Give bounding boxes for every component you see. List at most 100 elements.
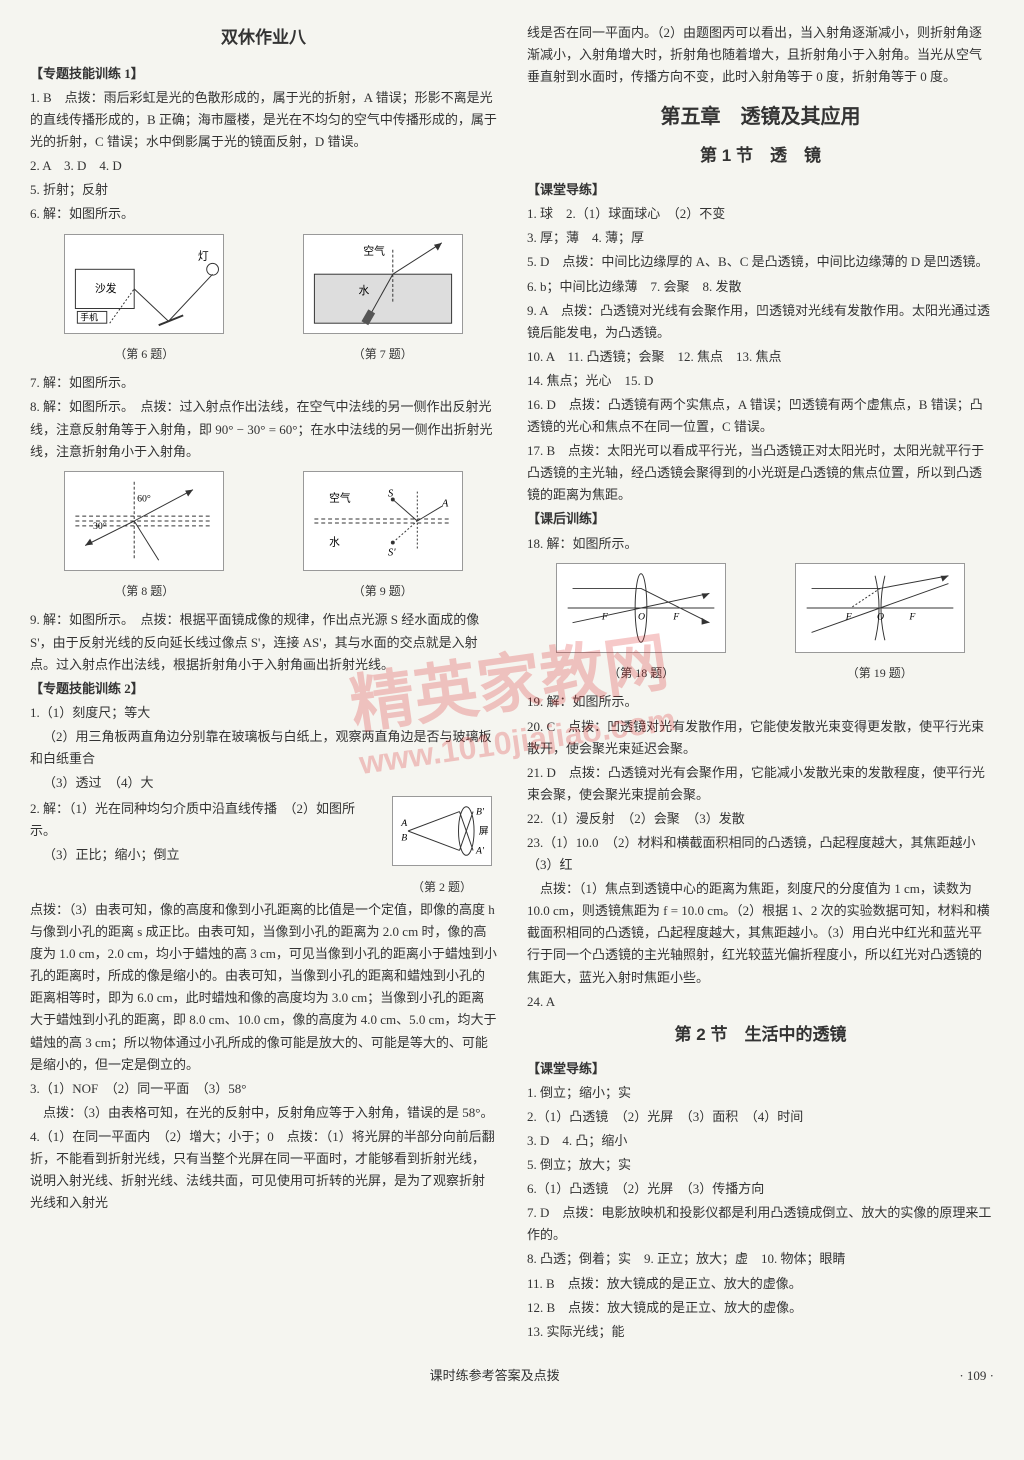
c14-text: 14. 焦点；光心 15. D (527, 370, 994, 392)
fig19-box: F O F （第 19 题） (795, 563, 965, 684)
d2-text: 2.（1）凸透镜 （2）光屏 （3）面积 （4）时间 (527, 1106, 994, 1128)
section2-label: 【专题技能训练 2】 (30, 678, 497, 700)
d8-text: 8. 凸透；倒着；实 9. 正立；放大；虚 10. 物体；眼睛 (527, 1248, 994, 1270)
q5-text: 5. 折射；反射 (30, 179, 497, 201)
c10-text: 10. A 11. 凸透镜；会聚 12. 焦点 13. 焦点 (527, 346, 994, 368)
c20-text: 20. C 点拨：凹透镜对光有发散作用，它能使发散光束变得更发散，使平行光束散开… (527, 716, 994, 760)
svg-text:F: F (908, 611, 916, 622)
fig6-caption: （第 6 题） (64, 344, 224, 364)
post-practice-label: 【课后训练】 (527, 508, 994, 530)
s2q1a-text: 1.（1）刻度尺；等大 (30, 702, 497, 724)
screen-label: 屏 (479, 825, 489, 837)
s2q2c-text: 点拨：（3）由表可知，像的高度和像到小孔距离的比值是一个定值，即像的高度 h 与… (30, 899, 497, 1076)
c3-text: 3. 厚；薄 4. 薄；厚 (527, 227, 994, 249)
fig-row-18-19: F O F （第 18 题） F O (527, 563, 994, 684)
s2q1b-text: （2）用三角板两直角边分别靠在玻璃板与白纸上，观察两直角边是否与玻璃板和白纸重合 (30, 726, 497, 770)
d6-text: 6.（1）凸透镜 （2）光屏 （3）传播方向 (527, 1178, 994, 1200)
c21-text: 21. D 点拨：凸透镜对光有会聚作用，它能减小发散光束的发散程度，使平行光束会… (527, 762, 994, 806)
c23a-text: 23.（1）10.0 （2）材料和横截面积相同的凸透镜，凸起程度越大，其焦距越小… (527, 832, 994, 876)
s2q4-text: 4.（1）在同一平面内 （2）增大；小于；0 点拨：（1）将光屏的半部分向前后翻… (30, 1126, 497, 1214)
c18-text: 18. 解：如图所示。 (527, 533, 994, 555)
fig-row-6-7: 沙发 手机 灯 （第 6 题） 空气 水 (30, 234, 497, 365)
d3-text: 3. D 4. 凸；缩小 (527, 1130, 994, 1152)
svg-text:A': A' (475, 846, 485, 857)
fig-row-8-9: 30° 60° （第 8 题） 空气 水 S S' A (30, 471, 497, 602)
c16-text: 16. D 点拨：凸透镜有两个实焦点，A 错误；凹透镜有两个虚焦点，B 错误；凸… (527, 394, 994, 438)
d5-text: 5. 倒立；放大；实 (527, 1154, 994, 1176)
cont-text: 线是否在同一平面内。（2）由题图丙可以看出，当入射角逐渐减小，则折射角逐渐减小，… (527, 22, 994, 88)
angle60-label: 60° (137, 493, 151, 504)
chapter-title: 第五章 透镜及其应用 (527, 100, 994, 134)
c23b-text: 点拨：（1）焦点到透镜中心的距离为焦距，刻度尺的分度值为 1 cm，读数为 10… (527, 878, 994, 988)
page-container: 双休作业八 【专题技能训练 1】 1. B 点拨：雨后彩虹是光的色散形成的，属于… (30, 20, 994, 1345)
page-footer: 课时练参考答案及点拨 · 109 · (30, 1365, 994, 1387)
s2fig2-box: A B B' A' 屏 （第 2 题） (387, 796, 497, 897)
c5-text: 5. D 点拨：中间比边缘厚的 A、B、C 是凸透镜，中间比边缘薄的 D 是凹透… (527, 251, 994, 273)
svg-text:F: F (601, 611, 609, 622)
svg-text:O: O (877, 611, 884, 622)
sofa-label: 沙发 (95, 281, 117, 294)
c1-text: 1. 球 2.（1）球面球心 （2）不变 (527, 203, 994, 225)
s2q3b-text: 点拨：（3）由表格可知，在光的反射中，反射角应等于入射角，错误的是 58°。 (30, 1102, 497, 1124)
d1-text: 1. 倒立；缩小；实 (527, 1082, 994, 1104)
fig6-box: 沙发 手机 灯 （第 6 题） (64, 234, 224, 365)
sprime-label: S' (388, 546, 396, 558)
fig9-box: 空气 水 S S' A （第 9 题） (303, 471, 463, 602)
fig8-caption: （第 8 题） (64, 581, 224, 601)
q9-text: 9. 解：如图所示。 点拨：根据平面镜成像的规律，作出点光源 S 经水面成的像 … (30, 609, 497, 675)
q8-text: 8. 解：如图所示。 点拨：过入射点作出法线，在空气中法线的另一侧作出反射光线，… (30, 396, 497, 462)
fig19-diagram: F O F (795, 563, 965, 653)
d11-text: 11. B 点拨：放大镜成的是正立、放大的虚像。 (527, 1273, 994, 1295)
c19-text: 19. 解：如图所示。 (527, 691, 994, 713)
q7-text: 7. 解：如图所示。 (30, 372, 497, 394)
fig7-box: 空气 水 （第 7 题） (303, 234, 463, 365)
fig18-caption: （第 18 题） (556, 663, 726, 683)
fig8-diagram: 30° 60° (64, 471, 224, 571)
d13-text: 13. 实际光线；能 (527, 1321, 994, 1343)
section1-label: 【专题技能训练 1】 (30, 63, 497, 85)
lamp-label: 灯 (198, 250, 209, 262)
fig19-caption: （第 19 题） (795, 663, 965, 683)
section2-title: 第 2 节 生活中的透镜 (527, 1021, 994, 1050)
fig6-diagram: 沙发 手机 灯 (64, 234, 224, 334)
svg-text:A: A (400, 818, 407, 829)
fig18-diagram: F O F (556, 563, 726, 653)
page-number: · 109 · (959, 1365, 994, 1387)
s2q3a-text: 3.（1）NOF （2）同一平面 （3）58° (30, 1078, 497, 1100)
class-practice-label: 【课堂导练】 (527, 179, 994, 201)
c17-text: 17. B 点拨：太阳光可以看成平行光，当凸透镜正对太阳光时，太阳光就平行于凸透… (527, 440, 994, 506)
left-main-title: 双休作业八 (30, 24, 497, 53)
fig8-box: 30° 60° （第 8 题） (64, 471, 224, 602)
fig9-diagram: 空气 水 S S' A (303, 471, 463, 571)
fig18-box: F O F （第 18 题） (556, 563, 726, 684)
svg-text:F: F (845, 611, 853, 622)
left-column: 双休作业八 【专题技能训练 1】 1. B 点拨：雨后彩虹是光的色散形成的，属于… (30, 20, 497, 1345)
d12-text: 12. B 点拨：放大镜成的是正立、放大的虚像。 (527, 1297, 994, 1319)
svg-text:B': B' (476, 807, 485, 818)
class-practice-label-2: 【课堂导练】 (527, 1058, 994, 1080)
q6-text: 6. 解：如图所示。 (30, 203, 497, 225)
air-label-7: 空气 (363, 244, 385, 257)
water-label-9: 水 (329, 536, 340, 548)
section1-title: 第 1 节 透 镜 (527, 142, 994, 171)
fig9-caption: （第 9 题） (303, 581, 463, 601)
q1-text: 1. B 点拨：雨后彩虹是光的色散形成的，属于光的折射，A 错误；形影不离是光的… (30, 87, 497, 153)
s2fig2-caption: （第 2 题） (387, 877, 497, 897)
c22-text: 22.（1）漫反射 （2）会聚 （3）发散 (527, 808, 994, 830)
c6-text: 6. b；中间比边缘薄 7. 会聚 8. 发散 (527, 276, 994, 298)
fig7-diagram: 空气 水 (303, 234, 463, 334)
s2fig2-diagram: A B B' A' 屏 (392, 796, 492, 866)
s2q2b-text: （3）正比；缩小；倒立 (30, 844, 377, 866)
svg-text:B: B (401, 833, 407, 844)
c24-text: 24. A (527, 991, 994, 1013)
phone-label: 手机 (81, 311, 99, 322)
a-label: A (441, 497, 449, 509)
q2-text: 2. A 3. D 4. D (30, 155, 497, 177)
angle30-label: 30° (93, 521, 107, 532)
air-label-9: 空气 (329, 491, 351, 504)
d7-text: 7. D 点拨：电影放映机和投影仪都是利用凸透镜成倒立、放大的实像的原理来工作的… (527, 1202, 994, 1246)
c9-text: 9. A 点拨：凸透镜对光线有会聚作用，凹透镜对光线有发散作用。太阳光通过透镜后… (527, 300, 994, 344)
svg-text:F: F (673, 611, 681, 622)
s2q1c-text: （3）透过 （4）大 (30, 772, 497, 794)
s2q2a-text: 2. 解：（1）光在同种均匀介质中沿直线传播 （2）如图所示。 (30, 798, 377, 842)
